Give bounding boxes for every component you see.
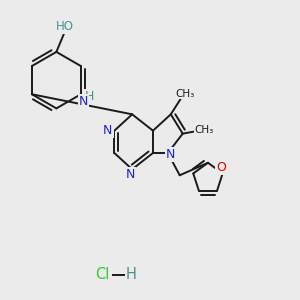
Text: N: N — [103, 124, 112, 137]
Text: HO: HO — [56, 20, 74, 33]
Text: CH₃: CH₃ — [195, 125, 214, 135]
Text: N: N — [166, 148, 176, 161]
Text: H: H — [125, 267, 136, 282]
Text: N: N — [126, 168, 135, 181]
Text: O: O — [216, 161, 226, 174]
Text: CH₃: CH₃ — [176, 88, 195, 98]
Text: Cl: Cl — [95, 267, 110, 282]
Text: H: H — [85, 90, 94, 104]
Text: N: N — [79, 95, 88, 108]
